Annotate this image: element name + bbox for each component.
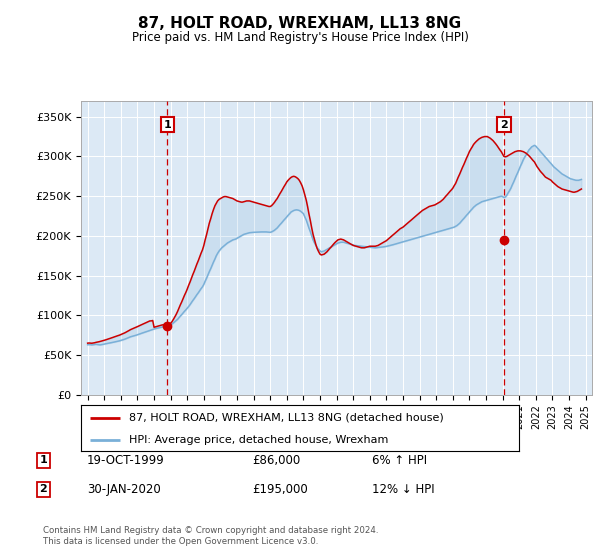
Text: 1: 1 (163, 120, 171, 129)
Text: £86,000: £86,000 (252, 454, 300, 467)
Text: 19-OCT-1999: 19-OCT-1999 (87, 454, 165, 467)
Text: £195,000: £195,000 (252, 483, 308, 496)
Text: 87, HOLT ROAD, WREXHAM, LL13 8NG: 87, HOLT ROAD, WREXHAM, LL13 8NG (139, 16, 461, 31)
Text: 2: 2 (40, 484, 47, 494)
Text: 12% ↓ HPI: 12% ↓ HPI (372, 483, 434, 496)
Text: 6% ↑ HPI: 6% ↑ HPI (372, 454, 427, 467)
Text: Contains HM Land Registry data © Crown copyright and database right 2024.
This d: Contains HM Land Registry data © Crown c… (43, 526, 379, 546)
Text: 2: 2 (500, 120, 508, 129)
Text: HPI: Average price, detached house, Wrexham: HPI: Average price, detached house, Wrex… (129, 435, 389, 445)
Text: 87, HOLT ROAD, WREXHAM, LL13 8NG (detached house): 87, HOLT ROAD, WREXHAM, LL13 8NG (detach… (129, 413, 444, 423)
Text: Price paid vs. HM Land Registry's House Price Index (HPI): Price paid vs. HM Land Registry's House … (131, 31, 469, 44)
Text: 1: 1 (40, 455, 47, 465)
Text: 30-JAN-2020: 30-JAN-2020 (87, 483, 161, 496)
